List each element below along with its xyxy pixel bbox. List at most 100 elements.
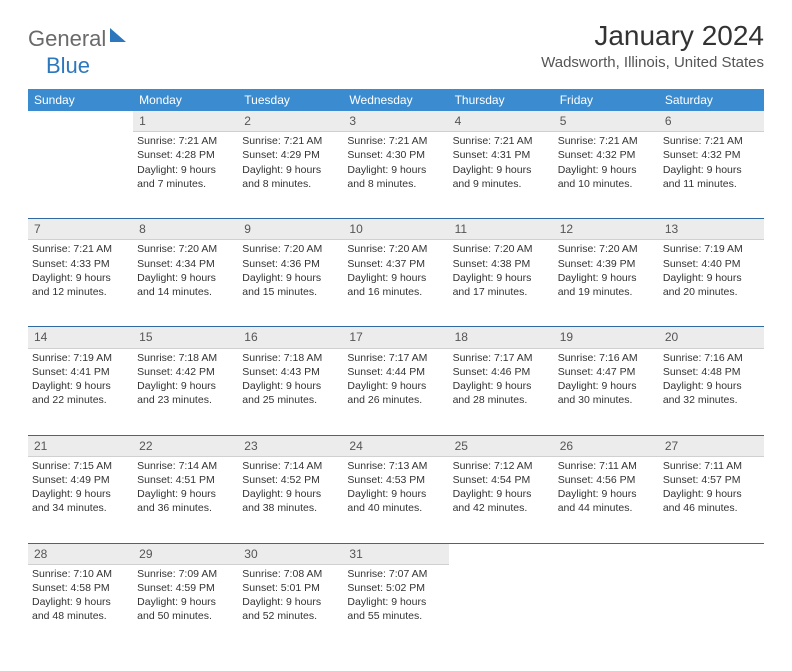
day-cell-line: Sunset: 4:54 PM bbox=[453, 473, 550, 487]
day-cell-line: Sunset: 4:51 PM bbox=[137, 473, 234, 487]
day-cell-line: Sunrise: 7:16 AM bbox=[663, 351, 760, 365]
day-cell: Sunrise: 7:20 AMSunset: 4:36 PMDaylight:… bbox=[238, 240, 343, 327]
day-cell-line: Sunrise: 7:15 AM bbox=[32, 459, 129, 473]
day-cell-line: Sunset: 4:44 PM bbox=[347, 365, 444, 379]
day-number: 10 bbox=[343, 219, 448, 240]
day-number: 7 bbox=[28, 219, 133, 240]
day-number-row: 21222324252627 bbox=[28, 436, 764, 457]
day-cell-line: Sunset: 4:48 PM bbox=[663, 365, 760, 379]
day-cell-line: and 7 minutes. bbox=[137, 177, 234, 191]
day-cell: Sunrise: 7:15 AMSunset: 4:49 PMDaylight:… bbox=[28, 456, 133, 543]
day-cell-line: and 30 minutes. bbox=[558, 393, 655, 407]
day-number: 2 bbox=[238, 111, 343, 132]
day-number: 31 bbox=[343, 544, 448, 565]
day-cell-line: Sunrise: 7:21 AM bbox=[137, 134, 234, 148]
day-cell: Sunrise: 7:08 AMSunset: 5:01 PMDaylight:… bbox=[238, 564, 343, 651]
day-cell-line: Sunset: 4:31 PM bbox=[453, 148, 550, 162]
day-cell-line: Sunset: 4:36 PM bbox=[242, 257, 339, 271]
day-cell: Sunrise: 7:14 AMSunset: 4:51 PMDaylight:… bbox=[133, 456, 238, 543]
day-cell: Sunrise: 7:09 AMSunset: 4:59 PMDaylight:… bbox=[133, 564, 238, 651]
day-cell-line: Daylight: 9 hours bbox=[32, 595, 129, 609]
day-cell-line: and 36 minutes. bbox=[137, 501, 234, 515]
day-cell-line: Sunrise: 7:10 AM bbox=[32, 567, 129, 581]
day-cell: Sunrise: 7:11 AMSunset: 4:56 PMDaylight:… bbox=[554, 456, 659, 543]
day-cell-line: Sunrise: 7:21 AM bbox=[558, 134, 655, 148]
day-cell-line: Daylight: 9 hours bbox=[347, 379, 444, 393]
day-cell-line: Sunrise: 7:21 AM bbox=[242, 134, 339, 148]
day-cell-line: and 46 minutes. bbox=[663, 501, 760, 515]
day-cell-line: Daylight: 9 hours bbox=[32, 379, 129, 393]
day-cell-line: Sunrise: 7:11 AM bbox=[663, 459, 760, 473]
day-cell-line: Sunrise: 7:19 AM bbox=[32, 351, 129, 365]
day-cell-line: Daylight: 9 hours bbox=[347, 271, 444, 285]
day-cell-line: and 22 minutes. bbox=[32, 393, 129, 407]
day-number: 24 bbox=[343, 436, 448, 457]
day-cell-line: Daylight: 9 hours bbox=[242, 595, 339, 609]
day-cell-line: and 10 minutes. bbox=[558, 177, 655, 191]
day-cell: Sunrise: 7:21 AMSunset: 4:31 PMDaylight:… bbox=[449, 132, 554, 219]
day-cell-line: Sunset: 5:02 PM bbox=[347, 581, 444, 595]
day-cell-line: Sunset: 4:57 PM bbox=[663, 473, 760, 487]
day-number bbox=[659, 544, 764, 565]
day-number: 30 bbox=[238, 544, 343, 565]
day-number: 14 bbox=[28, 327, 133, 348]
day-content-row: Sunrise: 7:10 AMSunset: 4:58 PMDaylight:… bbox=[28, 564, 764, 651]
day-cell: Sunrise: 7:10 AMSunset: 4:58 PMDaylight:… bbox=[28, 564, 133, 651]
day-cell-line: Daylight: 9 hours bbox=[558, 487, 655, 501]
day-cell-line: and 44 minutes. bbox=[558, 501, 655, 515]
day-cell-line: Sunset: 5:01 PM bbox=[242, 581, 339, 595]
day-cell bbox=[554, 564, 659, 651]
day-number: 6 bbox=[659, 111, 764, 132]
day-number: 1 bbox=[133, 111, 238, 132]
day-number: 12 bbox=[554, 219, 659, 240]
day-cell-line: and 20 minutes. bbox=[663, 285, 760, 299]
day-cell: Sunrise: 7:18 AMSunset: 4:43 PMDaylight:… bbox=[238, 348, 343, 435]
day-number-row: 78910111213 bbox=[28, 219, 764, 240]
day-number: 9 bbox=[238, 219, 343, 240]
day-header: Tuesday bbox=[238, 89, 343, 111]
day-cell-line: and 19 minutes. bbox=[558, 285, 655, 299]
day-cell: Sunrise: 7:16 AMSunset: 4:47 PMDaylight:… bbox=[554, 348, 659, 435]
day-cell-line: Sunrise: 7:18 AM bbox=[137, 351, 234, 365]
day-cell-line: Daylight: 9 hours bbox=[663, 487, 760, 501]
day-cell-line: and 8 minutes. bbox=[347, 177, 444, 191]
day-cell bbox=[449, 564, 554, 651]
day-cell: Sunrise: 7:12 AMSunset: 4:54 PMDaylight:… bbox=[449, 456, 554, 543]
day-cell-line: Daylight: 9 hours bbox=[453, 163, 550, 177]
day-cell-line: and 14 minutes. bbox=[137, 285, 234, 299]
day-cell-line: and 34 minutes. bbox=[32, 501, 129, 515]
day-cell-line: and 26 minutes. bbox=[347, 393, 444, 407]
day-cell-line: Daylight: 9 hours bbox=[453, 487, 550, 501]
day-cell-line: Sunset: 4:56 PM bbox=[558, 473, 655, 487]
day-cell-line: Sunset: 4:40 PM bbox=[663, 257, 760, 271]
day-cell-line: Sunset: 4:42 PM bbox=[137, 365, 234, 379]
day-cell-line: Sunrise: 7:07 AM bbox=[347, 567, 444, 581]
day-cell-line: Sunrise: 7:17 AM bbox=[347, 351, 444, 365]
day-number-row: 28293031 bbox=[28, 544, 764, 565]
day-cell: Sunrise: 7:21 AMSunset: 4:32 PMDaylight:… bbox=[554, 132, 659, 219]
day-cell-line: Sunrise: 7:20 AM bbox=[453, 242, 550, 256]
day-cell-line: Sunrise: 7:19 AM bbox=[663, 242, 760, 256]
day-cell-line: Sunset: 4:46 PM bbox=[453, 365, 550, 379]
day-cell-line: Sunset: 4:41 PM bbox=[32, 365, 129, 379]
day-number: 23 bbox=[238, 436, 343, 457]
day-cell-line: Sunrise: 7:18 AM bbox=[242, 351, 339, 365]
day-header: Wednesday bbox=[343, 89, 448, 111]
day-cell-line: Sunset: 4:37 PM bbox=[347, 257, 444, 271]
day-cell-line: Daylight: 9 hours bbox=[347, 487, 444, 501]
day-cell-line: Sunset: 4:34 PM bbox=[137, 257, 234, 271]
day-cell-line: Sunrise: 7:12 AM bbox=[453, 459, 550, 473]
day-cell-line: Daylight: 9 hours bbox=[347, 595, 444, 609]
day-number-row: 14151617181920 bbox=[28, 327, 764, 348]
title-block: January 2024 Wadsworth, Illinois, United… bbox=[541, 20, 764, 71]
day-cell-line: Daylight: 9 hours bbox=[137, 595, 234, 609]
day-cell-line: Sunrise: 7:08 AM bbox=[242, 567, 339, 581]
day-cell-line: Sunset: 4:59 PM bbox=[137, 581, 234, 595]
day-cell: Sunrise: 7:21 AMSunset: 4:29 PMDaylight:… bbox=[238, 132, 343, 219]
day-number: 19 bbox=[554, 327, 659, 348]
day-cell-line: Sunrise: 7:14 AM bbox=[242, 459, 339, 473]
day-cell-line: Daylight: 9 hours bbox=[558, 379, 655, 393]
day-cell-line: Sunrise: 7:09 AM bbox=[137, 567, 234, 581]
day-number: 18 bbox=[449, 327, 554, 348]
day-number: 3 bbox=[343, 111, 448, 132]
